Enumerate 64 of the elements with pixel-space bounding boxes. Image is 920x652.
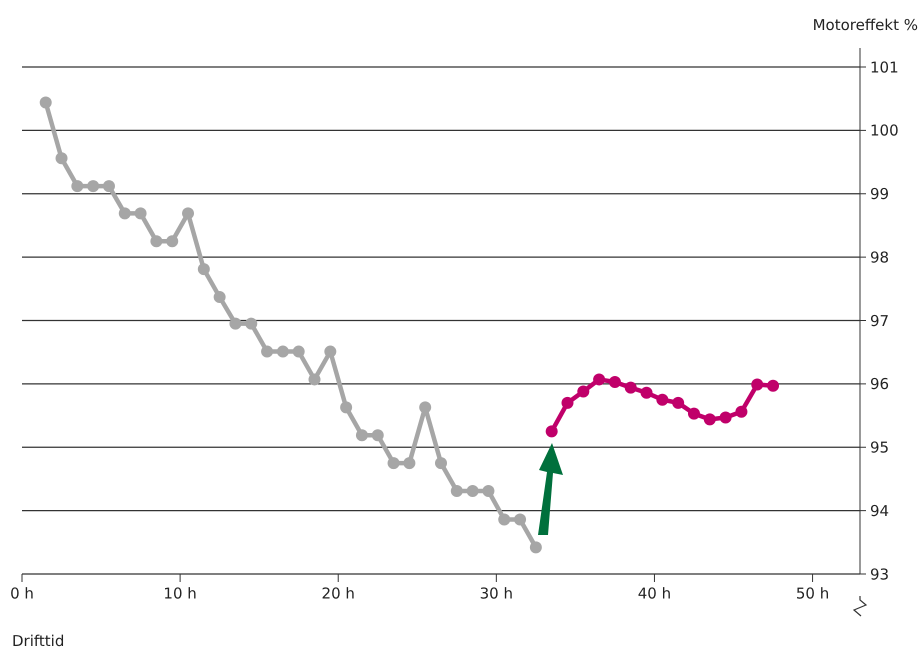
- x-tick-label: 50 h: [796, 584, 830, 603]
- point: [735, 406, 748, 418]
- y-tick-label: 93: [870, 565, 890, 584]
- point: [134, 207, 147, 220]
- point: [672, 396, 684, 409]
- y-tick-label: 94: [870, 502, 890, 520]
- x-tick-label: 0 h: [10, 584, 34, 603]
- point: [514, 514, 526, 526]
- point: [166, 235, 178, 248]
- x-tick-label: 20 h: [322, 584, 355, 603]
- point: [87, 180, 100, 192]
- point: [435, 457, 447, 470]
- y-tick-label: 101: [870, 58, 899, 76]
- y-tick-label: 98: [870, 248, 890, 266]
- point: [751, 378, 764, 391]
- y-tick-label: 95: [870, 438, 890, 457]
- point: [688, 408, 700, 420]
- point: [482, 484, 494, 497]
- point: [182, 207, 194, 220]
- point: [466, 484, 479, 497]
- point: [388, 457, 400, 470]
- point: [403, 457, 416, 470]
- point: [150, 235, 162, 248]
- point: [530, 541, 542, 554]
- point: [577, 385, 590, 398]
- x-tick-label: 30 h: [480, 584, 514, 603]
- point: [292, 346, 305, 358]
- point: [229, 318, 242, 330]
- point: [198, 263, 210, 276]
- point: [450, 484, 463, 497]
- y-axis-title: Motoreffekt %: [812, 16, 918, 34]
- point: [56, 152, 68, 164]
- point: [261, 346, 274, 358]
- point: [561, 396, 574, 409]
- point: [40, 96, 52, 108]
- x-tick-label: 40 h: [638, 584, 672, 603]
- y-tick-label: 100: [870, 122, 899, 140]
- point: [102, 180, 115, 192]
- point: [324, 346, 336, 358]
- y-tick-label: 99: [870, 185, 890, 204]
- point: [372, 429, 384, 442]
- point: [118, 207, 131, 220]
- point: [546, 425, 558, 438]
- point: [656, 394, 668, 406]
- point: [245, 318, 258, 330]
- point: [340, 401, 352, 414]
- point: [498, 514, 510, 526]
- point: [71, 180, 84, 192]
- x-axis-title: Drifttid: [12, 632, 64, 650]
- point: [276, 346, 289, 358]
- point: [704, 413, 716, 426]
- point: [593, 373, 606, 386]
- point: [308, 373, 321, 386]
- y-tick-label: 97: [870, 312, 890, 330]
- y-tick-label: 96: [870, 375, 890, 394]
- point: [356, 429, 368, 442]
- point: [608, 376, 621, 388]
- point: [214, 291, 226, 304]
- point: [419, 401, 432, 414]
- point: [767, 380, 780, 392]
- point: [624, 382, 637, 394]
- x-tick-label: 10 h: [163, 584, 197, 603]
- point: [640, 386, 653, 399]
- point: [720, 411, 732, 424]
